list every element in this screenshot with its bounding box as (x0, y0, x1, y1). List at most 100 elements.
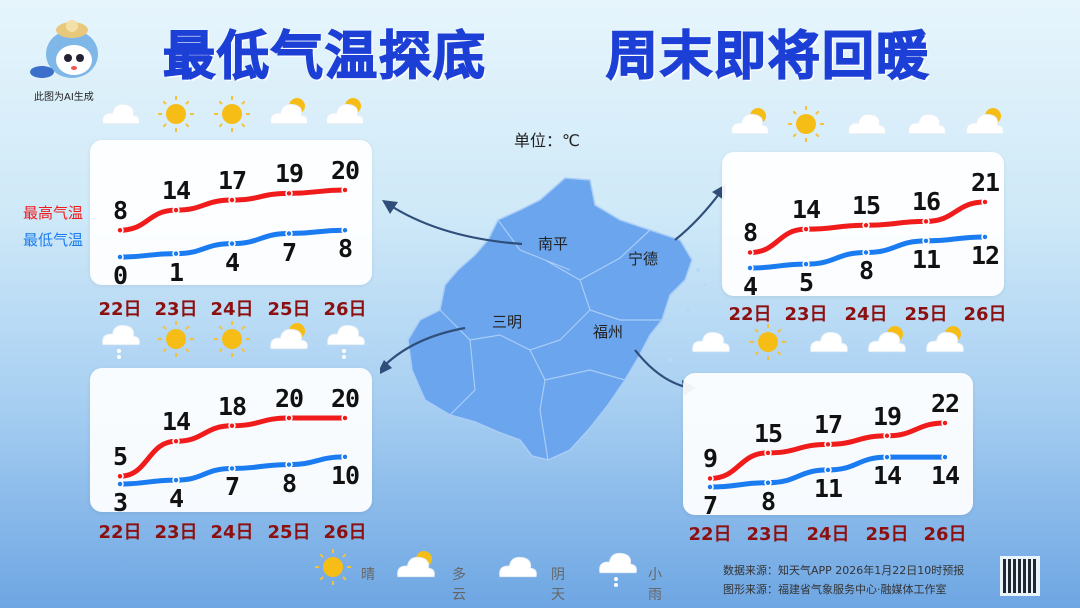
high-temp-label: 15 (851, 191, 881, 221)
legend-label: 晴 (361, 567, 375, 583)
high-temp-label: 22 (930, 389, 960, 418)
date-label: 24日 (806, 524, 850, 545)
low-temp-label: 8 (760, 486, 776, 516)
high-temp-label: 19 (274, 159, 304, 189)
low-temp-point (341, 226, 349, 234)
legend-label: 小雨 (648, 567, 662, 603)
low-temp-label: 7 (224, 472, 240, 502)
date-label: 23日 (746, 524, 790, 545)
high-temp-label: 8 (112, 196, 128, 226)
high-temp-point (706, 474, 714, 483)
date-label: 25日 (865, 524, 909, 545)
date-label: 24日 (210, 522, 254, 543)
date-label: 22日 (728, 304, 772, 325)
low-temp-point (228, 239, 236, 248)
low-temp-label: 1 (168, 257, 184, 287)
chart-panel-fuzhou: 9 15 17 19 22 7 8 11 14 14 (683, 373, 973, 520)
high-temp-point (883, 432, 891, 440)
data-source: 数据来源：知天气APP 2026年1月22日10时预报 (723, 564, 965, 577)
high-temp-label: 20 (330, 384, 360, 413)
high-temp-point (802, 225, 810, 233)
low-temp-point (981, 233, 989, 241)
high-temp-label: 14 (161, 407, 191, 437)
low-temp-point (228, 464, 236, 473)
high-temp-point (922, 217, 930, 226)
low-temp-label: 5 (798, 268, 814, 298)
date-label: 25日 (267, 522, 311, 543)
cloudy-icon (906, 104, 946, 150)
date-label: 25日 (904, 304, 948, 325)
date-label: 25日 (267, 299, 311, 320)
low-temp-label: 7 (702, 491, 718, 520)
high-temp-point (116, 226, 124, 234)
high-temp-label: 14 (161, 176, 191, 206)
high-temp-label: 18 (217, 391, 247, 421)
cloudy-icon (846, 104, 886, 150)
high-temp-point (941, 419, 949, 427)
cloudy-icon (100, 94, 140, 140)
date-label: 22日 (688, 524, 732, 545)
high-temp-line (117, 187, 348, 233)
high-temp-point (746, 248, 754, 257)
legend-light-rain-icon (597, 547, 637, 593)
high-temp-label: 21 (970, 168, 1000, 197)
light-rain-icon (100, 319, 140, 365)
cloudy-icon (690, 322, 730, 368)
date-label: 22日 (98, 522, 142, 543)
low-temp-label: 8 (858, 256, 874, 286)
unit-label: 单位：℃ (514, 131, 580, 150)
low-temp-label: 14 (872, 461, 902, 491)
partly-cloudy-icon (269, 319, 309, 365)
date-label: 22日 (98, 299, 142, 320)
city-label-fuzhou: 福州 (593, 323, 624, 341)
date-label: 26日 (323, 299, 367, 320)
date-label: 23日 (154, 299, 198, 320)
date-label: 26日 (963, 304, 1007, 325)
high-temp-point (172, 437, 180, 446)
high-temp-label: 20 (274, 384, 304, 413)
chart-panel-nanping: 8 14 17 19 20 0 1 4 7 8 (90, 140, 372, 290)
page-title-right: 周末即将回暖 (605, 26, 931, 88)
partly-cloudy-icon (867, 322, 907, 368)
high-temp-label: 9 (702, 444, 718, 474)
low-temp-label: 0 (112, 261, 128, 290)
partly-cloudy-icon (730, 104, 770, 150)
high-temp-label: 15 (753, 418, 783, 448)
low-temp-point (824, 466, 832, 474)
low-temp-point (941, 453, 949, 461)
low-temp-point (285, 229, 293, 238)
low-temp-point (172, 476, 180, 484)
high-temp-label: 14 (791, 195, 821, 225)
legend-label: 阴天 (551, 567, 565, 603)
legend-label: 多云 (452, 567, 466, 603)
low-temp-label: 11 (813, 473, 843, 503)
chart-plot (706, 419, 949, 491)
high-temp-point (228, 196, 236, 204)
map-region (407, 177, 693, 461)
date-label: 23日 (154, 522, 198, 543)
low-temp-label: 10 (330, 460, 360, 490)
chart-plot (746, 198, 989, 272)
high-temp-label: 17 (813, 410, 843, 440)
chart-panel-sanming: 5 14 18 20 20 3 4 7 8 10 (90, 368, 372, 517)
sunny-icon (212, 319, 252, 365)
high-temp-point (116, 472, 124, 480)
low-temp-point (116, 480, 124, 488)
low-temp-label: 4 (168, 484, 184, 514)
ai-generated-note: 此图为AI生成 (34, 92, 94, 103)
high-temp-point (285, 189, 293, 198)
qr-code[interactable] (1000, 556, 1040, 596)
high-temp-point (341, 414, 349, 422)
high-temp-point (172, 206, 180, 214)
date-label: 26日 (923, 524, 967, 545)
legend-low-temp: 最低气温 (23, 231, 84, 249)
high-temp-point (764, 449, 772, 457)
partly-cloudy-icon (925, 322, 965, 368)
date-label: 26日 (323, 522, 367, 543)
high-temp-point (824, 440, 832, 449)
low-temp-point (862, 248, 870, 257)
legend-sunny-icon (313, 547, 353, 593)
low-temp-label: 14 (930, 461, 960, 491)
chart-plot (116, 186, 349, 261)
low-temp-point (706, 483, 714, 491)
